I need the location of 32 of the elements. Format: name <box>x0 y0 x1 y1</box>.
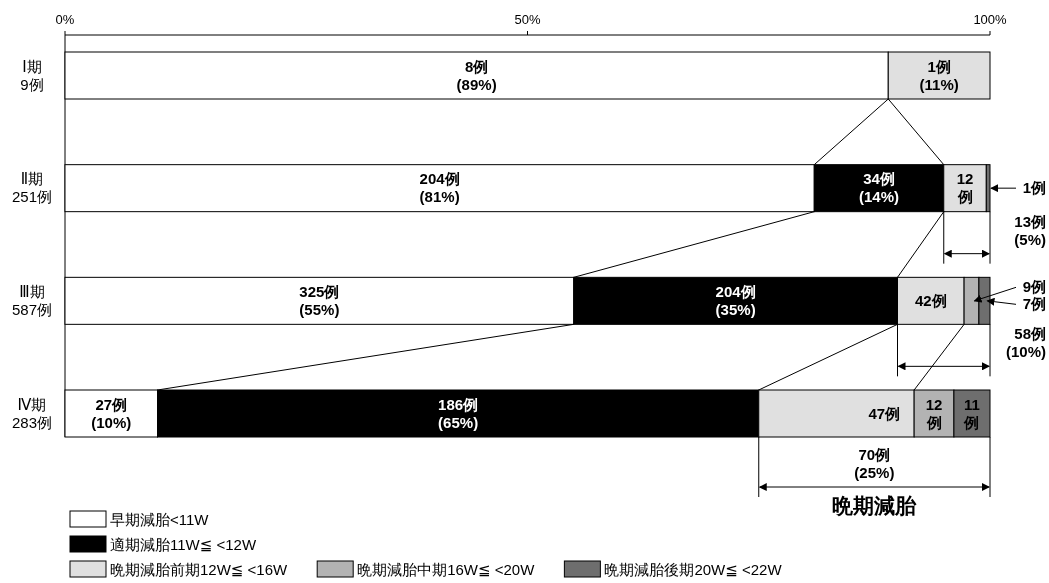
data-label: 204例 (35%) <box>715 282 756 318</box>
annotation: 12 例 <box>956 170 974 206</box>
data-label: 204例 (81%) <box>419 170 460 206</box>
text: 70例 (25%) <box>854 446 895 481</box>
y-tick-label: Ⅲ期 587例 <box>11 282 53 318</box>
data-label: 1例 (11%) <box>919 57 959 93</box>
y-tick-label: Ⅰ期 9例 <box>20 57 44 93</box>
annotation: 12 例 <box>925 395 943 431</box>
annotation: 7例 <box>1022 295 1046 313</box>
annotation: 42例 <box>914 291 947 309</box>
x-tick-label: 0% <box>55 12 75 27</box>
legend-label: 晩期減胎後期20W≦ <22W <box>604 561 783 578</box>
legend-label: 晩期減胎中期16W≦ <20W <box>357 561 536 578</box>
text: 58例 (10%) <box>1005 325 1046 361</box>
data-label: 27例 (10%) <box>91 395 132 431</box>
data-label: 186例 (65%) <box>438 395 479 431</box>
annotation: 1例 <box>1022 179 1046 197</box>
y-tick-label: Ⅳ期 283例 <box>11 395 53 431</box>
legend-label: 晩期減胎前期12W≦ <16W <box>110 561 289 578</box>
text: 13例 (5%) <box>1014 212 1046 248</box>
legend-label: 適期減胎11W≦ <12W <box>110 536 257 553</box>
x-tick-label: 100% <box>973 12 1008 27</box>
legend-label: 早期減胎<11W <box>110 511 210 528</box>
text: 晩期減胎 <box>832 494 917 517</box>
y-tick-label: Ⅱ期 251例 <box>11 170 53 206</box>
annotation: 11 例 <box>963 395 980 431</box>
data-label: 8例 (89%) <box>456 57 497 93</box>
data-label: 325例 (55%) <box>299 282 340 318</box>
data-label: 34例 (14%) <box>858 170 900 206</box>
annotation: 47例 <box>868 404 901 422</box>
x-tick-label: 50% <box>514 12 541 27</box>
annotation: 9例 <box>1022 278 1046 296</box>
